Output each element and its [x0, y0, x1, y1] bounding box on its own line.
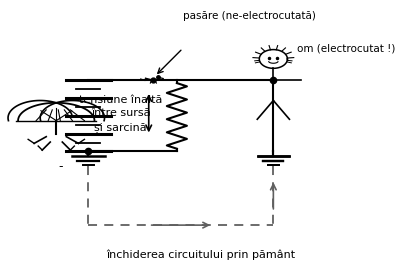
Text: -: - — [58, 160, 63, 173]
Text: pasăre (ne-electrocutată): pasăre (ne-electrocutată) — [182, 11, 315, 21]
Text: închiderea circuitului prin pământ: închiderea circuitului prin pământ — [106, 249, 295, 260]
Text: tensiune înaltă
între sursă
și sarcină: tensiune înaltă între sursă și sarcină — [79, 95, 162, 132]
Text: om (electrocutat !): om (electrocutat !) — [296, 43, 394, 53]
